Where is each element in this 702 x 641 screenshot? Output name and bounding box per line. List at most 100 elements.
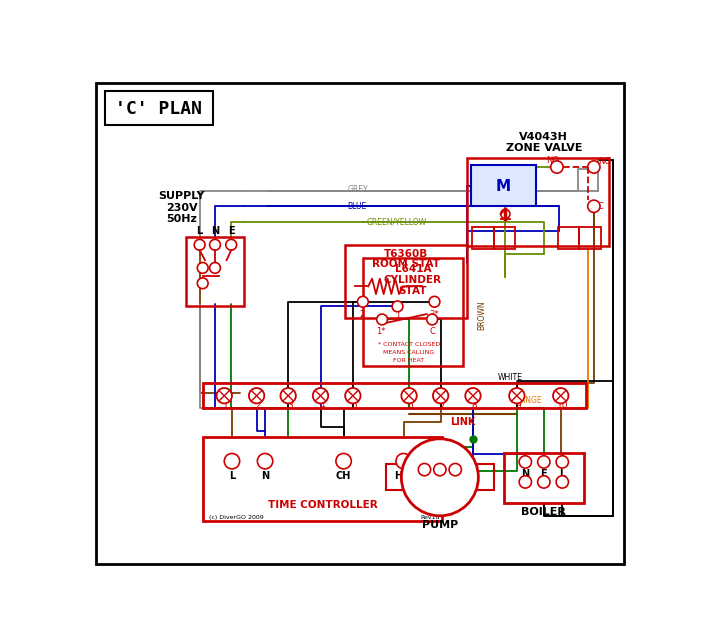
Circle shape [281,388,296,403]
Circle shape [357,296,369,307]
Bar [363,258,463,365]
Text: N: N [211,226,219,236]
Text: E: E [437,478,443,488]
Text: 3*: 3* [430,310,439,319]
Circle shape [501,210,510,219]
Text: * CONTACT CLOSED: * CONTACT CLOSED [378,342,440,347]
Bar [472,227,494,249]
Circle shape [249,388,264,403]
Text: L: L [196,226,202,236]
Circle shape [556,476,569,488]
Text: 2: 2 [256,401,261,410]
Circle shape [449,463,461,476]
Text: 7: 7 [439,401,445,410]
Circle shape [402,388,417,403]
Text: WHITE: WHITE [498,372,522,382]
Text: 5: 5 [352,401,357,410]
Circle shape [433,388,449,403]
Text: BOILER: BOILER [522,507,567,517]
Circle shape [556,456,569,468]
Circle shape [197,278,208,288]
Text: L: L [452,478,458,488]
Text: CYLINDER: CYLINDER [384,275,442,285]
Bar [557,227,579,249]
Text: BROWN: BROWN [477,301,486,330]
Text: N: N [261,470,269,481]
Text: BLUE: BLUE [347,202,366,211]
Bar [477,464,494,490]
Text: E: E [228,226,234,236]
Text: M: M [496,179,510,194]
Text: N: N [522,469,529,479]
Circle shape [538,476,550,488]
Bar [386,464,403,490]
Text: 230V: 230V [166,203,198,213]
Text: 4: 4 [319,401,325,410]
Text: 'C' PLAN: 'C' PLAN [115,100,202,118]
Circle shape [402,439,478,516]
Text: 1*: 1* [376,326,385,335]
Text: 1: 1 [395,311,400,320]
Text: TIME CONTROLLER: TIME CONTROLLER [268,500,378,510]
Bar [470,165,536,206]
Text: 8: 8 [472,401,477,410]
Bar [105,91,213,126]
Circle shape [216,388,232,403]
Circle shape [377,314,388,325]
Text: 10: 10 [557,401,568,410]
Circle shape [396,453,411,469]
Circle shape [553,388,569,403]
Text: C: C [597,202,604,211]
Text: Rev1d: Rev1d [420,515,440,520]
Circle shape [197,263,208,273]
Circle shape [226,239,237,250]
Circle shape [336,453,351,469]
Circle shape [519,476,531,488]
Text: 1: 1 [223,401,229,410]
Bar [186,237,244,306]
Text: LINK: LINK [450,417,476,427]
Circle shape [224,453,239,469]
Text: ORANGE: ORANGE [509,396,542,405]
Circle shape [538,456,550,468]
Circle shape [551,161,563,173]
Text: 50Hz: 50Hz [166,214,197,224]
Bar [345,245,467,318]
Circle shape [210,239,220,250]
Circle shape [194,239,205,250]
Text: NC: NC [597,157,610,166]
Circle shape [519,456,531,468]
Bar [579,227,601,249]
Text: 9: 9 [515,401,522,410]
Text: N: N [420,478,428,488]
Text: GREY: GREY [347,185,368,194]
Text: L: L [229,470,235,481]
Text: C: C [429,326,435,335]
Circle shape [418,463,430,476]
Text: 6: 6 [408,401,413,410]
Text: FOR HEAT: FOR HEAT [394,358,425,363]
Text: 3: 3 [287,401,293,410]
Circle shape [509,388,524,403]
Circle shape [465,388,481,403]
Text: SUPPLY: SUPPLY [159,191,205,201]
Text: HW: HW [395,470,413,481]
Text: 2: 2 [359,310,365,319]
Text: GREEN/YELLOW: GREEN/YELLOW [366,217,427,226]
Circle shape [429,296,440,307]
Text: T6360B: T6360B [384,249,428,259]
Text: STAT: STAT [399,286,427,296]
Circle shape [313,388,329,403]
Circle shape [392,301,403,312]
Text: E: E [541,469,547,479]
Text: MEANS CALLING: MEANS CALLING [383,350,435,355]
Text: V4043H: V4043H [519,132,568,142]
Text: ROOM STAT: ROOM STAT [372,259,440,269]
Circle shape [588,200,600,212]
Circle shape [434,463,446,476]
Text: (c) DiverGO 2009: (c) DiverGO 2009 [209,515,264,520]
Circle shape [588,161,600,173]
Bar [494,227,515,249]
Bar [204,383,586,408]
Text: PUMP: PUMP [422,520,458,530]
